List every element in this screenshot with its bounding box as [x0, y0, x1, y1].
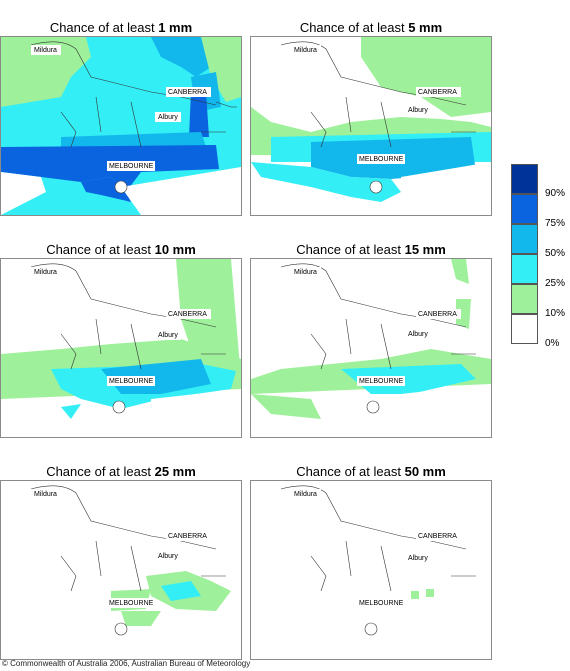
map-50mm: Mildura CANBERRA Albury MELBOURNE: [250, 480, 492, 660]
panel-title: Chance of at least 25 mm: [46, 464, 196, 479]
legend-swatch-25: [511, 254, 538, 284]
label-melbourne: MELBOURNE: [359, 600, 404, 607]
legend-label-0: 0%: [545, 338, 560, 349]
label-canberra: CANBERRA: [418, 533, 457, 540]
map-graphic: Mildura CANBERRA Albury MELBOURNE: [1, 481, 241, 659]
legend-swatch-90: [511, 164, 538, 194]
panel-1mm: Chance of at least 1 mm Mildura CANBERRA…: [0, 18, 242, 216]
map-1mm: Mildura CANBERRA Albury MELBOURNE: [0, 36, 242, 216]
label-albury: Albury: [158, 114, 178, 121]
panel-title: Chance of at least 50 mm: [296, 464, 446, 479]
legend-swatch-75: [511, 194, 538, 224]
label-canberra: CANBERRA: [168, 533, 207, 540]
legend-label-75: 75%: [545, 218, 566, 229]
legend-swatch-50: [511, 224, 538, 254]
map-15mm: Mildura CANBERRA Albury MELBOURNE: [250, 258, 492, 438]
panel-25mm: Chance of at least 25 mm Mildura CANBERR…: [0, 462, 242, 660]
label-albury: Albury: [408, 555, 428, 562]
map-25mm: Mildura CANBERRA Albury MELBOURNE: [0, 480, 242, 660]
legend-label-10: 10%: [545, 308, 566, 319]
map-graphic: Mildura CANBERRA Albury MELBOURNE: [251, 481, 491, 659]
label-melbourne: MELBOURNE: [109, 163, 154, 170]
label-melbourne: MELBOURNE: [109, 378, 154, 385]
legend-label-90: 90%: [545, 188, 566, 199]
label-canberra: CANBERRA: [418, 311, 457, 318]
legend-swatch-10: [511, 284, 538, 314]
label-mildura: Mildura: [294, 269, 317, 276]
label-melbourne: MELBOURNE: [359, 378, 404, 385]
label-albury: Albury: [408, 331, 428, 338]
label-albury: Albury: [408, 107, 428, 114]
label-mildura: Mildura: [294, 47, 317, 54]
label-albury: Albury: [158, 332, 178, 339]
panel-10mm: Chance of at least 10 mm Mildura CANBERR…: [0, 240, 242, 438]
label-mildura: Mildura: [294, 491, 317, 498]
label-mildura: Mildura: [34, 47, 57, 54]
copyright-notice: © Commonwealth of Australia 2006, Austra…: [2, 659, 251, 668]
map-graphic: Mildura CANBERRA Albury MELBOURNE: [1, 37, 241, 215]
label-melbourne: MELBOURNE: [109, 600, 154, 607]
label-mildura: Mildura: [34, 269, 57, 276]
label-mildura: Mildura: [34, 491, 57, 498]
legend-swatch-0: [511, 314, 538, 344]
label-melbourne: MELBOURNE: [359, 156, 404, 163]
map-10mm: Mildura CANBERRA Albury MELBOURNE: [0, 258, 242, 438]
map-graphic: Mildura CANBERRA Albury MELBOURNE: [251, 37, 491, 215]
panel-50mm: Chance of at least 50 mm Mildura CANBERR…: [250, 462, 492, 660]
panel-title: Chance of at least 5 mm: [299, 20, 443, 35]
panel-15mm: Chance of at least 15 mm Mildura CANBERR…: [250, 240, 492, 438]
label-canberra: CANBERRA: [418, 89, 457, 96]
panel-5mm: Chance of at least 5 mm Mildura CANBERRA…: [250, 18, 492, 216]
panel-title: Chance of at least 10 mm: [46, 242, 196, 257]
label-albury: Albury: [158, 553, 178, 560]
legend-label-50: 50%: [545, 248, 566, 259]
label-canberra: CANBERRA: [168, 89, 207, 96]
map-graphic: Mildura CANBERRA Albury MELBOURNE: [251, 259, 491, 437]
panel-title: Chance of at least 1 mm: [49, 20, 193, 35]
map-graphic: Mildura CANBERRA Albury MELBOURNE: [1, 259, 241, 437]
label-canberra: CANBERRA: [168, 311, 207, 318]
panel-title: Chance of at least 15 mm: [296, 242, 446, 257]
legend-label-25: 25%: [545, 278, 566, 289]
map-5mm: Mildura CANBERRA Albury MELBOURNE: [250, 36, 492, 216]
